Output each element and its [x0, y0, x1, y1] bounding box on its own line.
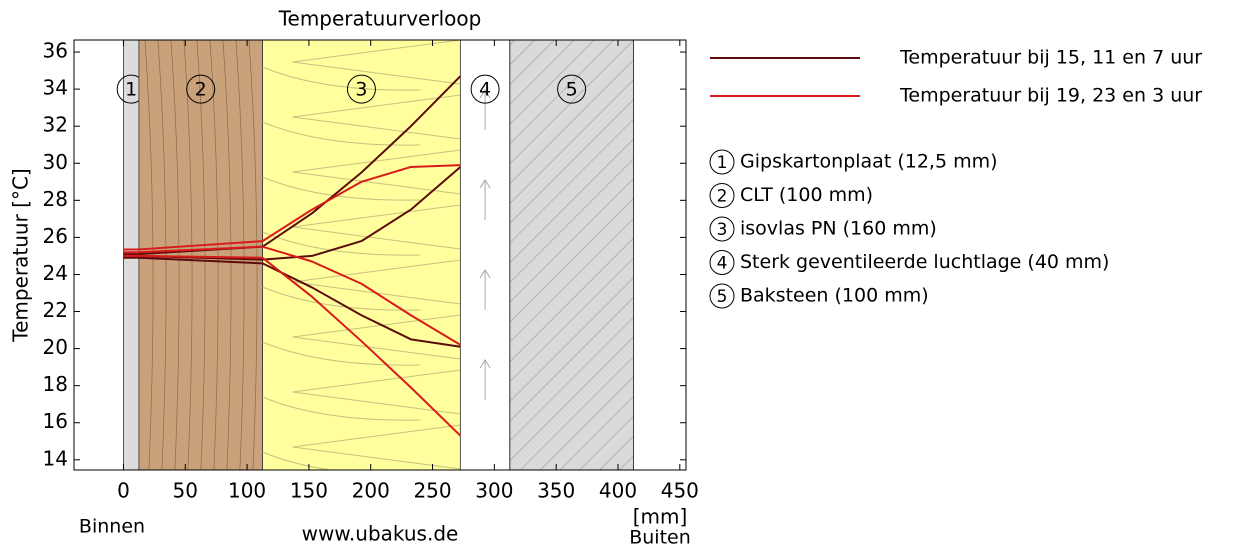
y-tick-label: 26	[43, 224, 68, 248]
y-tick-label: 14	[43, 446, 68, 470]
legend-number: 3	[717, 220, 728, 240]
x-tick-label: 200	[352, 479, 390, 503]
y-tick-label: 34	[43, 76, 68, 100]
x-tick-label: 100	[228, 479, 266, 503]
y-axis-label: Temperatuur [°C]	[9, 168, 33, 342]
air-arrow	[479, 179, 491, 220]
layer-number: 2	[195, 79, 207, 101]
temperature-line	[123, 75, 462, 256]
x-tick-label: 0	[117, 479, 130, 503]
legend-number-circle	[709, 250, 735, 275]
x-axis-label: [mm]	[633, 505, 688, 529]
y-tick-label: 28	[43, 187, 68, 211]
legend-label: CLT (100 mm)	[740, 184, 873, 206]
legend-label: Baksteen (100 mm)	[740, 285, 929, 307]
plot-frame	[73, 39, 687, 471]
layers: 1 2 3 4 5	[116, 40, 634, 470]
temperature-line	[123, 254, 462, 437]
legend-label: Temperatuur bij 15, 11 en 7 uur	[899, 47, 1202, 69]
legend-number-circle	[709, 183, 735, 208]
insulation-loop	[262, 369, 461, 421]
y-tick-label: 32	[43, 113, 68, 137]
layer-hatch	[509, 40, 634, 470]
x-tick-label: 300	[475, 479, 513, 503]
x-tick-label: 150	[290, 479, 328, 503]
legend-number-circle	[709, 283, 735, 309]
y-tick-label: 22	[43, 298, 68, 322]
layer-number-circle	[186, 74, 216, 104]
y-tick-label: 18	[43, 372, 68, 396]
legend-label: Temperatuur bij 19, 23 en 3 uur	[899, 85, 1202, 107]
layer	[138, 40, 263, 470]
x-tick-label: 400	[599, 479, 637, 503]
temperature-line	[123, 256, 461, 348]
y-tick-label: 36	[43, 39, 68, 63]
legend-number: 1	[717, 153, 728, 173]
layer-number: 5	[566, 79, 578, 101]
temperature-line	[123, 245, 461, 346]
layer-number: 4	[479, 79, 491, 101]
y-tick-label: 24	[43, 261, 68, 285]
layer-number-circle	[470, 74, 500, 104]
insulation-loop	[262, 40, 461, 91]
y-tick-label: 20	[43, 335, 68, 359]
outside-label: Buiten	[629, 527, 691, 549]
legend-number-circle	[709, 149, 735, 175]
temperature-line	[123, 164, 461, 251]
insulation-loop	[262, 314, 461, 366]
insulation-loop	[262, 149, 461, 201]
insulation-loop	[262, 424, 461, 470]
air-arrow	[479, 359, 491, 400]
legend-label: Gipskartonplaat (12,5 mm)	[740, 151, 998, 173]
legend-number-circle	[709, 216, 735, 242]
chart-title: Temperatuurverloop	[278, 7, 482, 31]
layer-number-circle	[557, 74, 587, 104]
x-tick-label: 450	[661, 479, 699, 503]
y-tick-label: 16	[43, 409, 68, 433]
layer-number: 3	[355, 79, 367, 101]
inside-label: Binnen	[79, 516, 145, 538]
legend-number: 2	[717, 187, 728, 207]
layer-number-circle	[346, 74, 376, 104]
legend-label: Sterk geventileerde luchtlage (40 mm)	[740, 251, 1109, 273]
wood-grain	[196, 40, 206, 470]
wood-grain	[183, 40, 193, 470]
y-tick-label: 30	[43, 150, 68, 174]
legend-number: 5	[717, 287, 728, 307]
air-arrow	[479, 89, 491, 130]
legend-label: isovlas PN (160 mm)	[740, 218, 937, 240]
x-tick-label: 250	[413, 479, 451, 503]
lines	[123, 75, 462, 437]
x-tick-label: 50	[173, 479, 198, 503]
legend-number: 4	[717, 254, 728, 274]
x-tick-label: 350	[537, 479, 575, 503]
layer-number: 1	[125, 79, 137, 101]
source-label: www.ubakus.de	[302, 522, 459, 546]
air-arrow	[479, 269, 491, 310]
